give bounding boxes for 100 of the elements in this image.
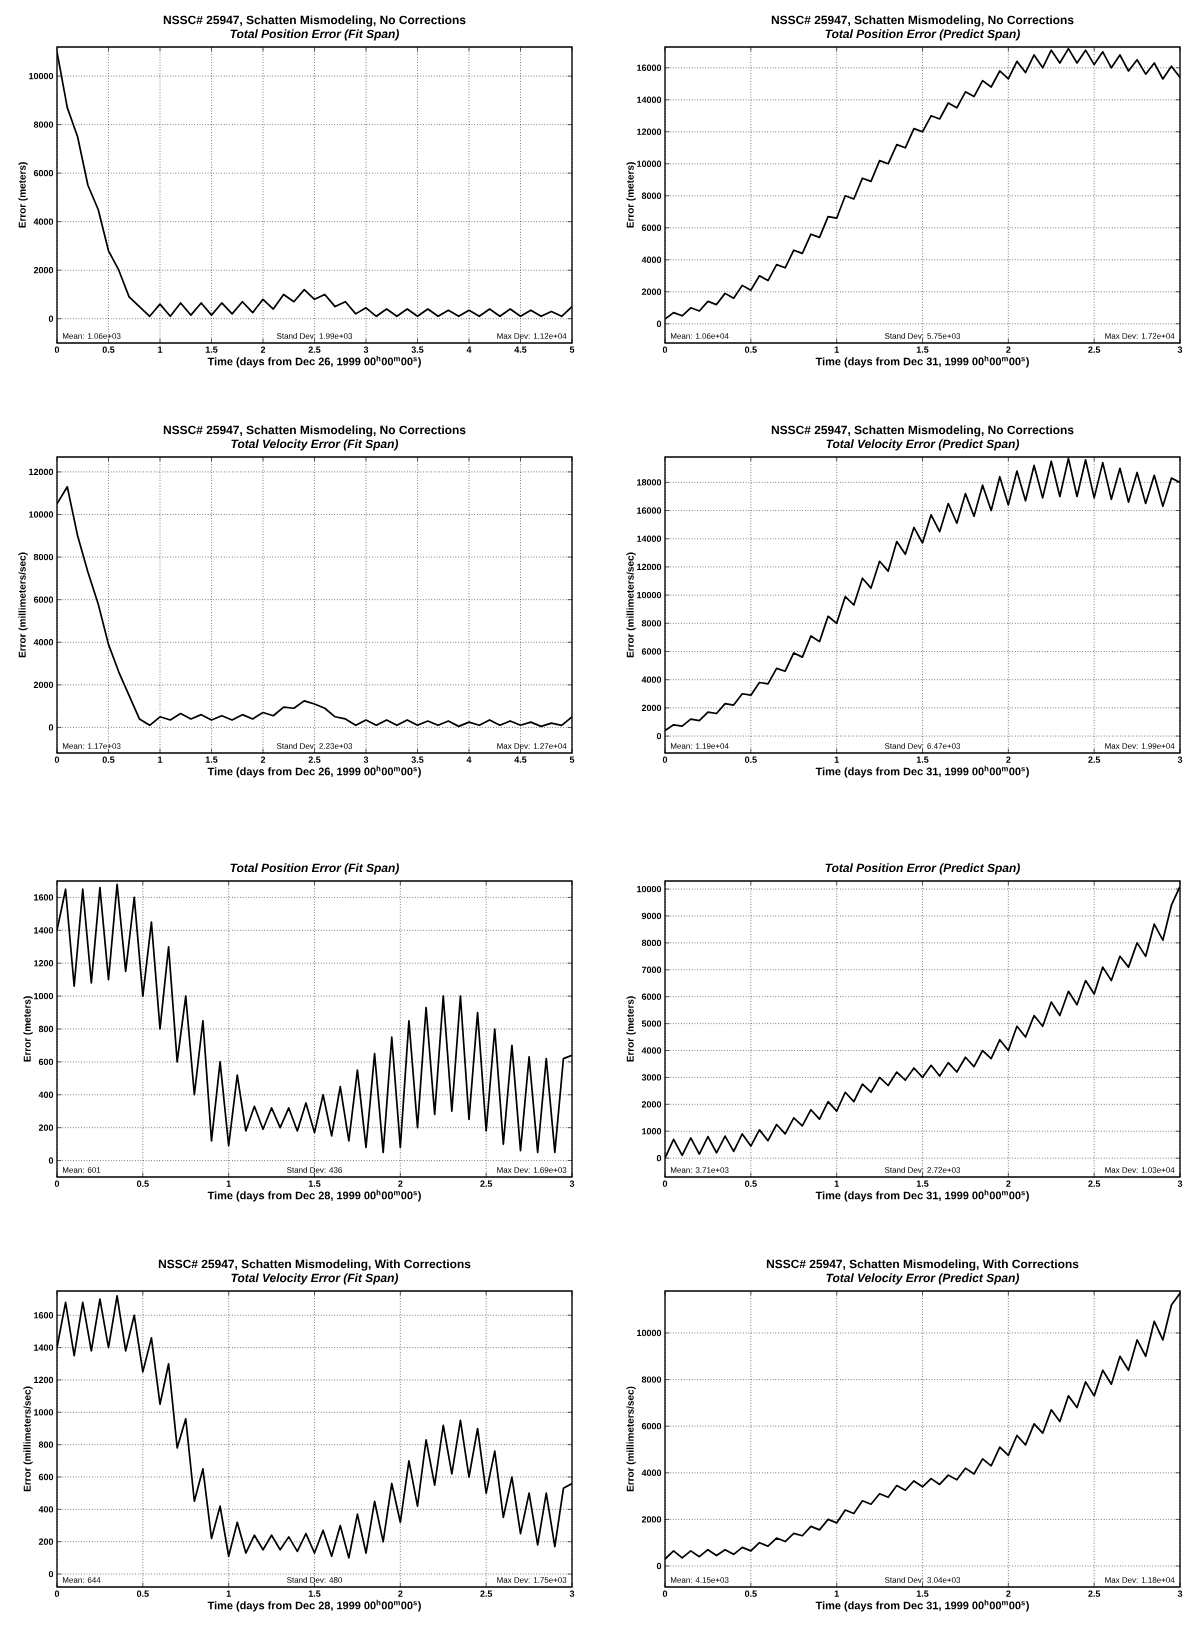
y-tick-label: 600 bbox=[38, 1473, 54, 1481]
y-tick-label: 12000 bbox=[29, 468, 54, 476]
x-tick-label: 2.5 bbox=[480, 1590, 493, 1597]
chart-subtitle: Total Velocity Error (Predict Span) bbox=[826, 1273, 1020, 1285]
x-tick-label: 2 bbox=[260, 346, 266, 353]
x-tick-label: 1.5 bbox=[916, 346, 929, 353]
x-tick-label: 0 bbox=[54, 346, 60, 353]
x-tick-label: 1 bbox=[834, 346, 839, 353]
x-tick-label: 2 bbox=[1006, 1180, 1011, 1187]
y-tick-label: 1000 bbox=[34, 992, 54, 1000]
x-tick-label: 0.5 bbox=[136, 1590, 149, 1597]
x-tick-label: 3 bbox=[1177, 1590, 1183, 1597]
y-tick-label: 1400 bbox=[34, 1344, 54, 1351]
x-tick-label: 1 bbox=[158, 756, 163, 763]
x-tick-label: 1 bbox=[834, 1590, 839, 1597]
x-tick-label: 1 bbox=[226, 1180, 231, 1187]
chart-subtitle: Total Position Error (Predict Span) bbox=[825, 29, 1020, 41]
x-tick-label: 2.5 bbox=[1088, 756, 1101, 763]
y-tick-label: 2000 bbox=[641, 288, 662, 295]
x-tick-label: 1 bbox=[834, 756, 839, 763]
y-tick-label: 0 bbox=[656, 1154, 662, 1162]
y-tick-label: 0 bbox=[48, 1570, 54, 1578]
x-tick-label: 3 bbox=[569, 1180, 575, 1187]
y-tick-label: 5000 bbox=[641, 1020, 662, 1027]
x-tick-label: 1 bbox=[158, 346, 163, 353]
x-axis-title: Time (days from Dec 26, 1999 00$^{h}$00$^{m}$00$^{s}$) bbox=[207, 765, 421, 778]
chart-title: NSSC# 25947, Schatten Mismodeling, No Corrections bbox=[771, 15, 1074, 27]
y-tick-label: 1200 bbox=[34, 1376, 54, 1384]
chart-subtitle: Total Position Error (Predict Span) bbox=[825, 863, 1020, 875]
y-tick-label: 1600 bbox=[34, 894, 54, 901]
x-tick-label: 0 bbox=[54, 756, 60, 763]
x-tick-label: 2.5 bbox=[308, 756, 321, 763]
y-axis-title: Error (millimeters/sec) bbox=[626, 1386, 636, 1492]
y-tick-label: 0 bbox=[656, 1562, 662, 1570]
x-tick-label: 2 bbox=[398, 1180, 403, 1187]
y-tick-label: 0 bbox=[656, 732, 662, 740]
chart-title: NSSC# 25947, Schatten Mismodeling, No Corrections bbox=[163, 425, 466, 437]
x-tick-label: 2.5 bbox=[1088, 1180, 1101, 1187]
x-tick-label: 1.5 bbox=[308, 1590, 321, 1597]
x-tick-label: 2 bbox=[1006, 346, 1011, 353]
x-axis-title: Time (days from Dec 28, 1999 00$^{h}$00$^{m}$00$^{s}$) bbox=[207, 1599, 421, 1612]
chart-subtitle: Total Position Error (Fit Span) bbox=[230, 863, 399, 875]
x-tick-label: 0 bbox=[662, 756, 668, 763]
y-axis-title: Error (meters) bbox=[626, 996, 636, 1062]
x-tick-label: 2 bbox=[1006, 756, 1011, 763]
y-tick-label: 0 bbox=[48, 724, 54, 731]
x-tick-label: 0.5 bbox=[102, 756, 115, 763]
y-tick-label: 12000 bbox=[637, 128, 662, 135]
y-tick-label: 4000 bbox=[641, 676, 662, 683]
y-tick-label: 6000 bbox=[641, 224, 662, 231]
y-tick-label: 8000 bbox=[641, 939, 662, 947]
x-tick-label: 3 bbox=[363, 756, 369, 763]
x-tick-label: 1 bbox=[226, 1590, 231, 1597]
y-tick-label: 2000 bbox=[641, 1516, 662, 1523]
x-tick-label: 0.5 bbox=[102, 346, 115, 353]
y-tick-label: 1000 bbox=[34, 1409, 54, 1416]
y-tick-label: 3000 bbox=[641, 1074, 662, 1081]
y-tick-label: 600 bbox=[38, 1058, 54, 1066]
y-axis-title: Error (meters) bbox=[18, 162, 28, 228]
x-tick-label: 1.5 bbox=[916, 1180, 929, 1187]
y-tick-label: 10000 bbox=[29, 72, 54, 80]
x-tick-label: 2.5 bbox=[1088, 346, 1101, 353]
y-tick-label: 10000 bbox=[637, 885, 662, 893]
y-tick-label: 10000 bbox=[29, 511, 54, 518]
x-tick-label: 3 bbox=[1177, 346, 1183, 353]
x-axis-title: Time (days from Dec 31, 1999 00$^{h}$00$^{m}$00$^{s}$) bbox=[815, 1599, 1029, 1612]
x-tick-label: 1.5 bbox=[916, 1590, 929, 1597]
x-tick-label: 0.5 bbox=[744, 1180, 757, 1187]
y-tick-label: 2000 bbox=[33, 681, 54, 689]
y-tick-label: 8000 bbox=[641, 620, 662, 627]
y-tick-label: 12000 bbox=[637, 563, 662, 571]
y-tick-label: 8000 bbox=[33, 121, 54, 128]
y-tick-label: 400 bbox=[38, 1506, 54, 1513]
x-tick-label: 1 bbox=[834, 1180, 839, 1187]
x-tick-label: 3.5 bbox=[411, 346, 424, 353]
x-tick-label: 2 bbox=[1006, 1590, 1011, 1597]
y-tick-label: 1000 bbox=[642, 1128, 662, 1135]
x-tick-label: 2.5 bbox=[1088, 1590, 1101, 1597]
y-tick-label: 2000 bbox=[33, 267, 54, 274]
y-tick-label: 10000 bbox=[637, 160, 662, 167]
y-tick-label: 18000 bbox=[637, 479, 662, 486]
x-tick-label: 3 bbox=[569, 1590, 575, 1597]
x-tick-label: 2 bbox=[398, 1590, 403, 1597]
x-tick-label: 0 bbox=[662, 1180, 668, 1187]
y-tick-label: 4000 bbox=[33, 639, 54, 646]
y-tick-label: 200 bbox=[38, 1538, 54, 1545]
y-axis-title: Error (millimeters/sec) bbox=[18, 552, 28, 658]
y-tick-label: 0 bbox=[656, 320, 662, 327]
y-axis-title: Error (meters) bbox=[23, 996, 33, 1062]
chart-subtitle: Total Position Error (Fit Span) bbox=[230, 29, 399, 41]
y-tick-label: 4000 bbox=[641, 1047, 662, 1054]
y-tick-label: 16000 bbox=[637, 507, 662, 514]
y-tick-label: 0 bbox=[48, 1157, 54, 1164]
x-axis-title: Time (days from Dec 28, 1999 00$^{h}$00$^{m}$00$^{s}$) bbox=[207, 1189, 421, 1202]
y-tick-label: 1600 bbox=[34, 1312, 54, 1319]
x-tick-label: 0 bbox=[662, 1590, 668, 1597]
y-axis-title: Error (meters) bbox=[626, 162, 636, 228]
y-tick-label: 800 bbox=[38, 1025, 54, 1033]
x-tick-label: 4 bbox=[466, 346, 472, 353]
x-tick-label: 0 bbox=[54, 1590, 60, 1597]
